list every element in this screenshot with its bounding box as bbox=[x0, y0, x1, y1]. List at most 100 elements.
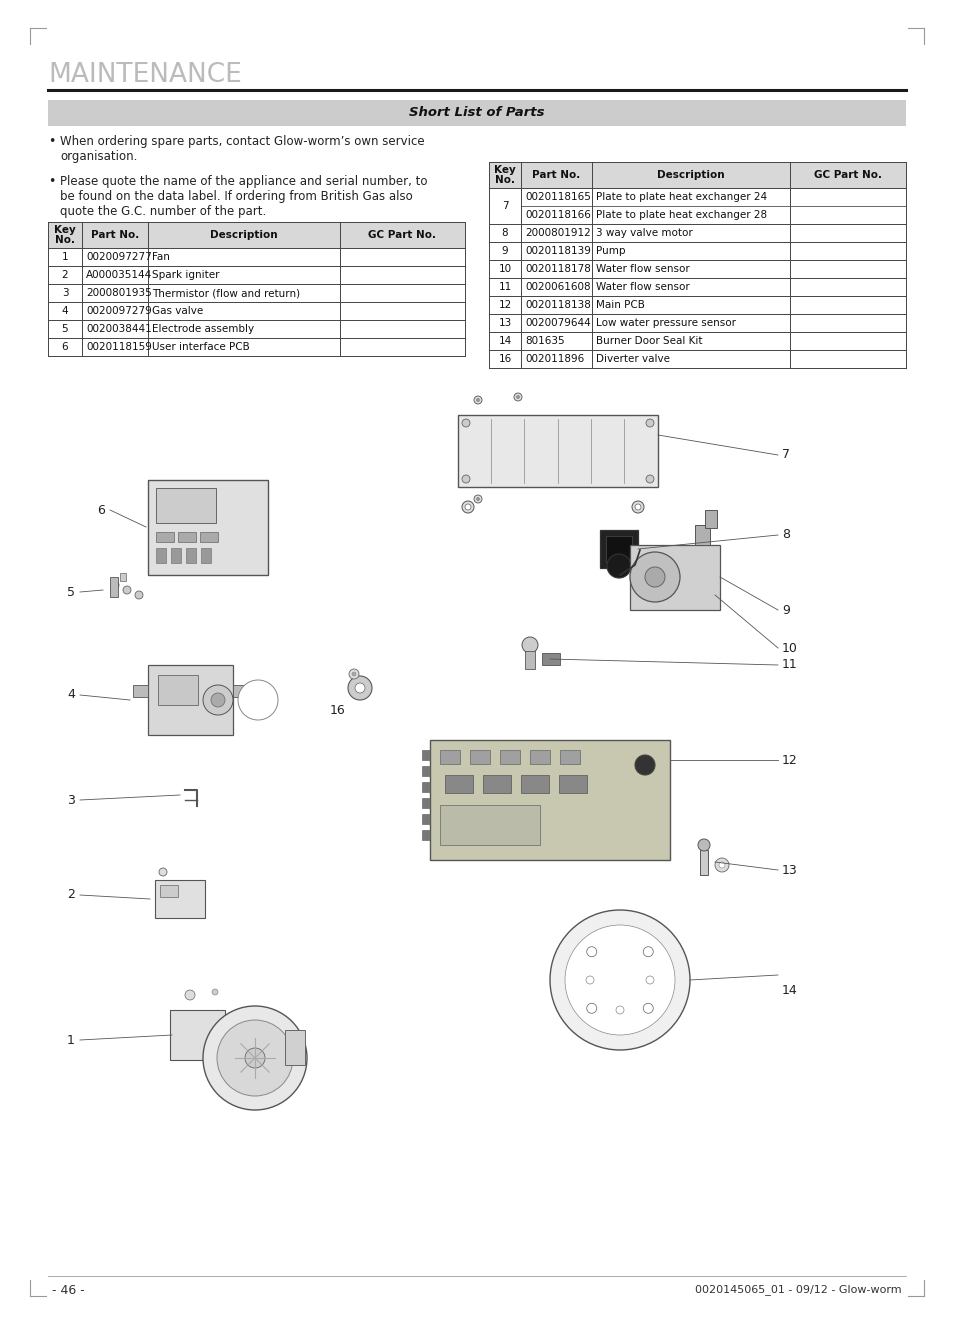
Bar bbox=[605, 536, 631, 561]
Text: 3: 3 bbox=[67, 793, 75, 806]
Bar bbox=[148, 481, 268, 575]
Circle shape bbox=[642, 1004, 653, 1013]
Text: 0020061608: 0020061608 bbox=[524, 282, 590, 293]
Bar bbox=[178, 532, 195, 542]
Text: 0020118138: 0020118138 bbox=[524, 301, 590, 310]
Circle shape bbox=[461, 475, 470, 483]
Text: 0020118166: 0020118166 bbox=[524, 211, 590, 220]
Circle shape bbox=[631, 500, 643, 512]
Text: Part No.: Part No. bbox=[91, 230, 139, 240]
Bar bbox=[482, 775, 511, 793]
Text: 8: 8 bbox=[501, 228, 508, 238]
Bar bbox=[530, 749, 550, 764]
Text: Part No.: Part No. bbox=[532, 169, 580, 180]
Bar bbox=[700, 850, 707, 875]
Text: 0020097277: 0020097277 bbox=[86, 252, 152, 262]
Bar bbox=[48, 101, 905, 126]
Bar bbox=[120, 573, 126, 581]
Text: 0020097279: 0020097279 bbox=[86, 306, 152, 316]
Text: 3 way valve motor: 3 way valve motor bbox=[596, 228, 692, 238]
Text: 0020118159: 0020118159 bbox=[86, 342, 152, 352]
Circle shape bbox=[521, 637, 537, 653]
Bar bbox=[695, 526, 709, 545]
Circle shape bbox=[461, 418, 470, 428]
Text: MAINTENANCE: MAINTENANCE bbox=[48, 62, 241, 87]
Bar bbox=[524, 651, 535, 669]
Circle shape bbox=[123, 587, 131, 594]
Text: 3: 3 bbox=[62, 289, 69, 298]
Circle shape bbox=[586, 947, 596, 957]
Text: 11: 11 bbox=[497, 282, 511, 293]
Circle shape bbox=[714, 858, 728, 873]
Circle shape bbox=[616, 1006, 623, 1014]
Bar bbox=[421, 830, 430, 839]
Text: When ordering spare parts, contact Glow-worm’s own service: When ordering spare parts, contact Glow-… bbox=[60, 135, 424, 148]
Circle shape bbox=[185, 990, 194, 1000]
Text: 1: 1 bbox=[67, 1034, 75, 1046]
Bar bbox=[148, 665, 233, 735]
Text: 12: 12 bbox=[497, 301, 511, 310]
Circle shape bbox=[606, 553, 630, 579]
Text: 13: 13 bbox=[781, 863, 797, 876]
Bar bbox=[156, 548, 166, 563]
Circle shape bbox=[159, 869, 167, 876]
Bar bbox=[160, 884, 178, 896]
Text: Gas valve: Gas valve bbox=[152, 306, 203, 316]
Bar bbox=[421, 749, 430, 760]
Circle shape bbox=[644, 567, 664, 587]
Text: be found on the data label. If ordering from British Gas also: be found on the data label. If ordering … bbox=[60, 191, 413, 203]
Text: 5: 5 bbox=[67, 585, 75, 598]
Circle shape bbox=[564, 925, 675, 1035]
Text: 4: 4 bbox=[62, 306, 69, 316]
Text: 16: 16 bbox=[330, 703, 345, 716]
Text: 1: 1 bbox=[62, 252, 69, 262]
Text: 8: 8 bbox=[781, 528, 789, 542]
Text: Plate to plate heat exchanger 24: Plate to plate heat exchanger 24 bbox=[596, 192, 766, 203]
Bar bbox=[499, 749, 519, 764]
Text: GC Part No.: GC Part No. bbox=[813, 169, 882, 180]
Circle shape bbox=[352, 673, 355, 677]
Circle shape bbox=[635, 504, 640, 510]
Text: Please quote the name of the appliance and serial number, to: Please quote the name of the appliance a… bbox=[60, 175, 427, 188]
Circle shape bbox=[135, 591, 143, 598]
Circle shape bbox=[585, 976, 594, 984]
Circle shape bbox=[645, 418, 654, 428]
Text: 0020145065_01 - 09/12 - Glow-worm: 0020145065_01 - 09/12 - Glow-worm bbox=[695, 1284, 901, 1295]
Circle shape bbox=[635, 755, 655, 775]
Text: 14: 14 bbox=[781, 984, 797, 997]
Text: Diverter valve: Diverter valve bbox=[596, 354, 669, 364]
Text: 14: 14 bbox=[497, 336, 511, 346]
Text: Main PCB: Main PCB bbox=[596, 301, 644, 310]
Text: 0020038441: 0020038441 bbox=[86, 324, 152, 334]
Circle shape bbox=[550, 910, 689, 1050]
Circle shape bbox=[216, 1019, 293, 1096]
Text: Fan: Fan bbox=[152, 252, 170, 262]
Circle shape bbox=[461, 500, 474, 512]
Bar bbox=[421, 782, 430, 792]
Circle shape bbox=[719, 862, 724, 869]
Bar bbox=[629, 545, 720, 610]
Circle shape bbox=[645, 976, 654, 984]
Bar bbox=[520, 775, 548, 793]
Text: 9: 9 bbox=[781, 604, 789, 617]
Bar bbox=[171, 548, 181, 563]
Bar bbox=[489, 162, 905, 188]
Text: 12: 12 bbox=[781, 753, 797, 767]
Circle shape bbox=[355, 683, 365, 692]
Circle shape bbox=[203, 685, 233, 715]
Text: 11: 11 bbox=[781, 658, 797, 671]
Circle shape bbox=[698, 839, 709, 851]
Bar bbox=[186, 548, 195, 563]
Bar bbox=[158, 675, 198, 704]
Bar bbox=[156, 532, 173, 542]
Text: quote the G.C. number of the part.: quote the G.C. number of the part. bbox=[60, 205, 266, 218]
Text: 10: 10 bbox=[497, 263, 511, 274]
Circle shape bbox=[237, 681, 277, 720]
Bar bbox=[421, 767, 430, 776]
Text: 10: 10 bbox=[781, 642, 797, 654]
Circle shape bbox=[203, 1006, 307, 1110]
Circle shape bbox=[474, 396, 481, 404]
Text: Plate to plate heat exchanger 28: Plate to plate heat exchanger 28 bbox=[596, 211, 766, 220]
Circle shape bbox=[111, 581, 119, 589]
Circle shape bbox=[212, 989, 218, 996]
